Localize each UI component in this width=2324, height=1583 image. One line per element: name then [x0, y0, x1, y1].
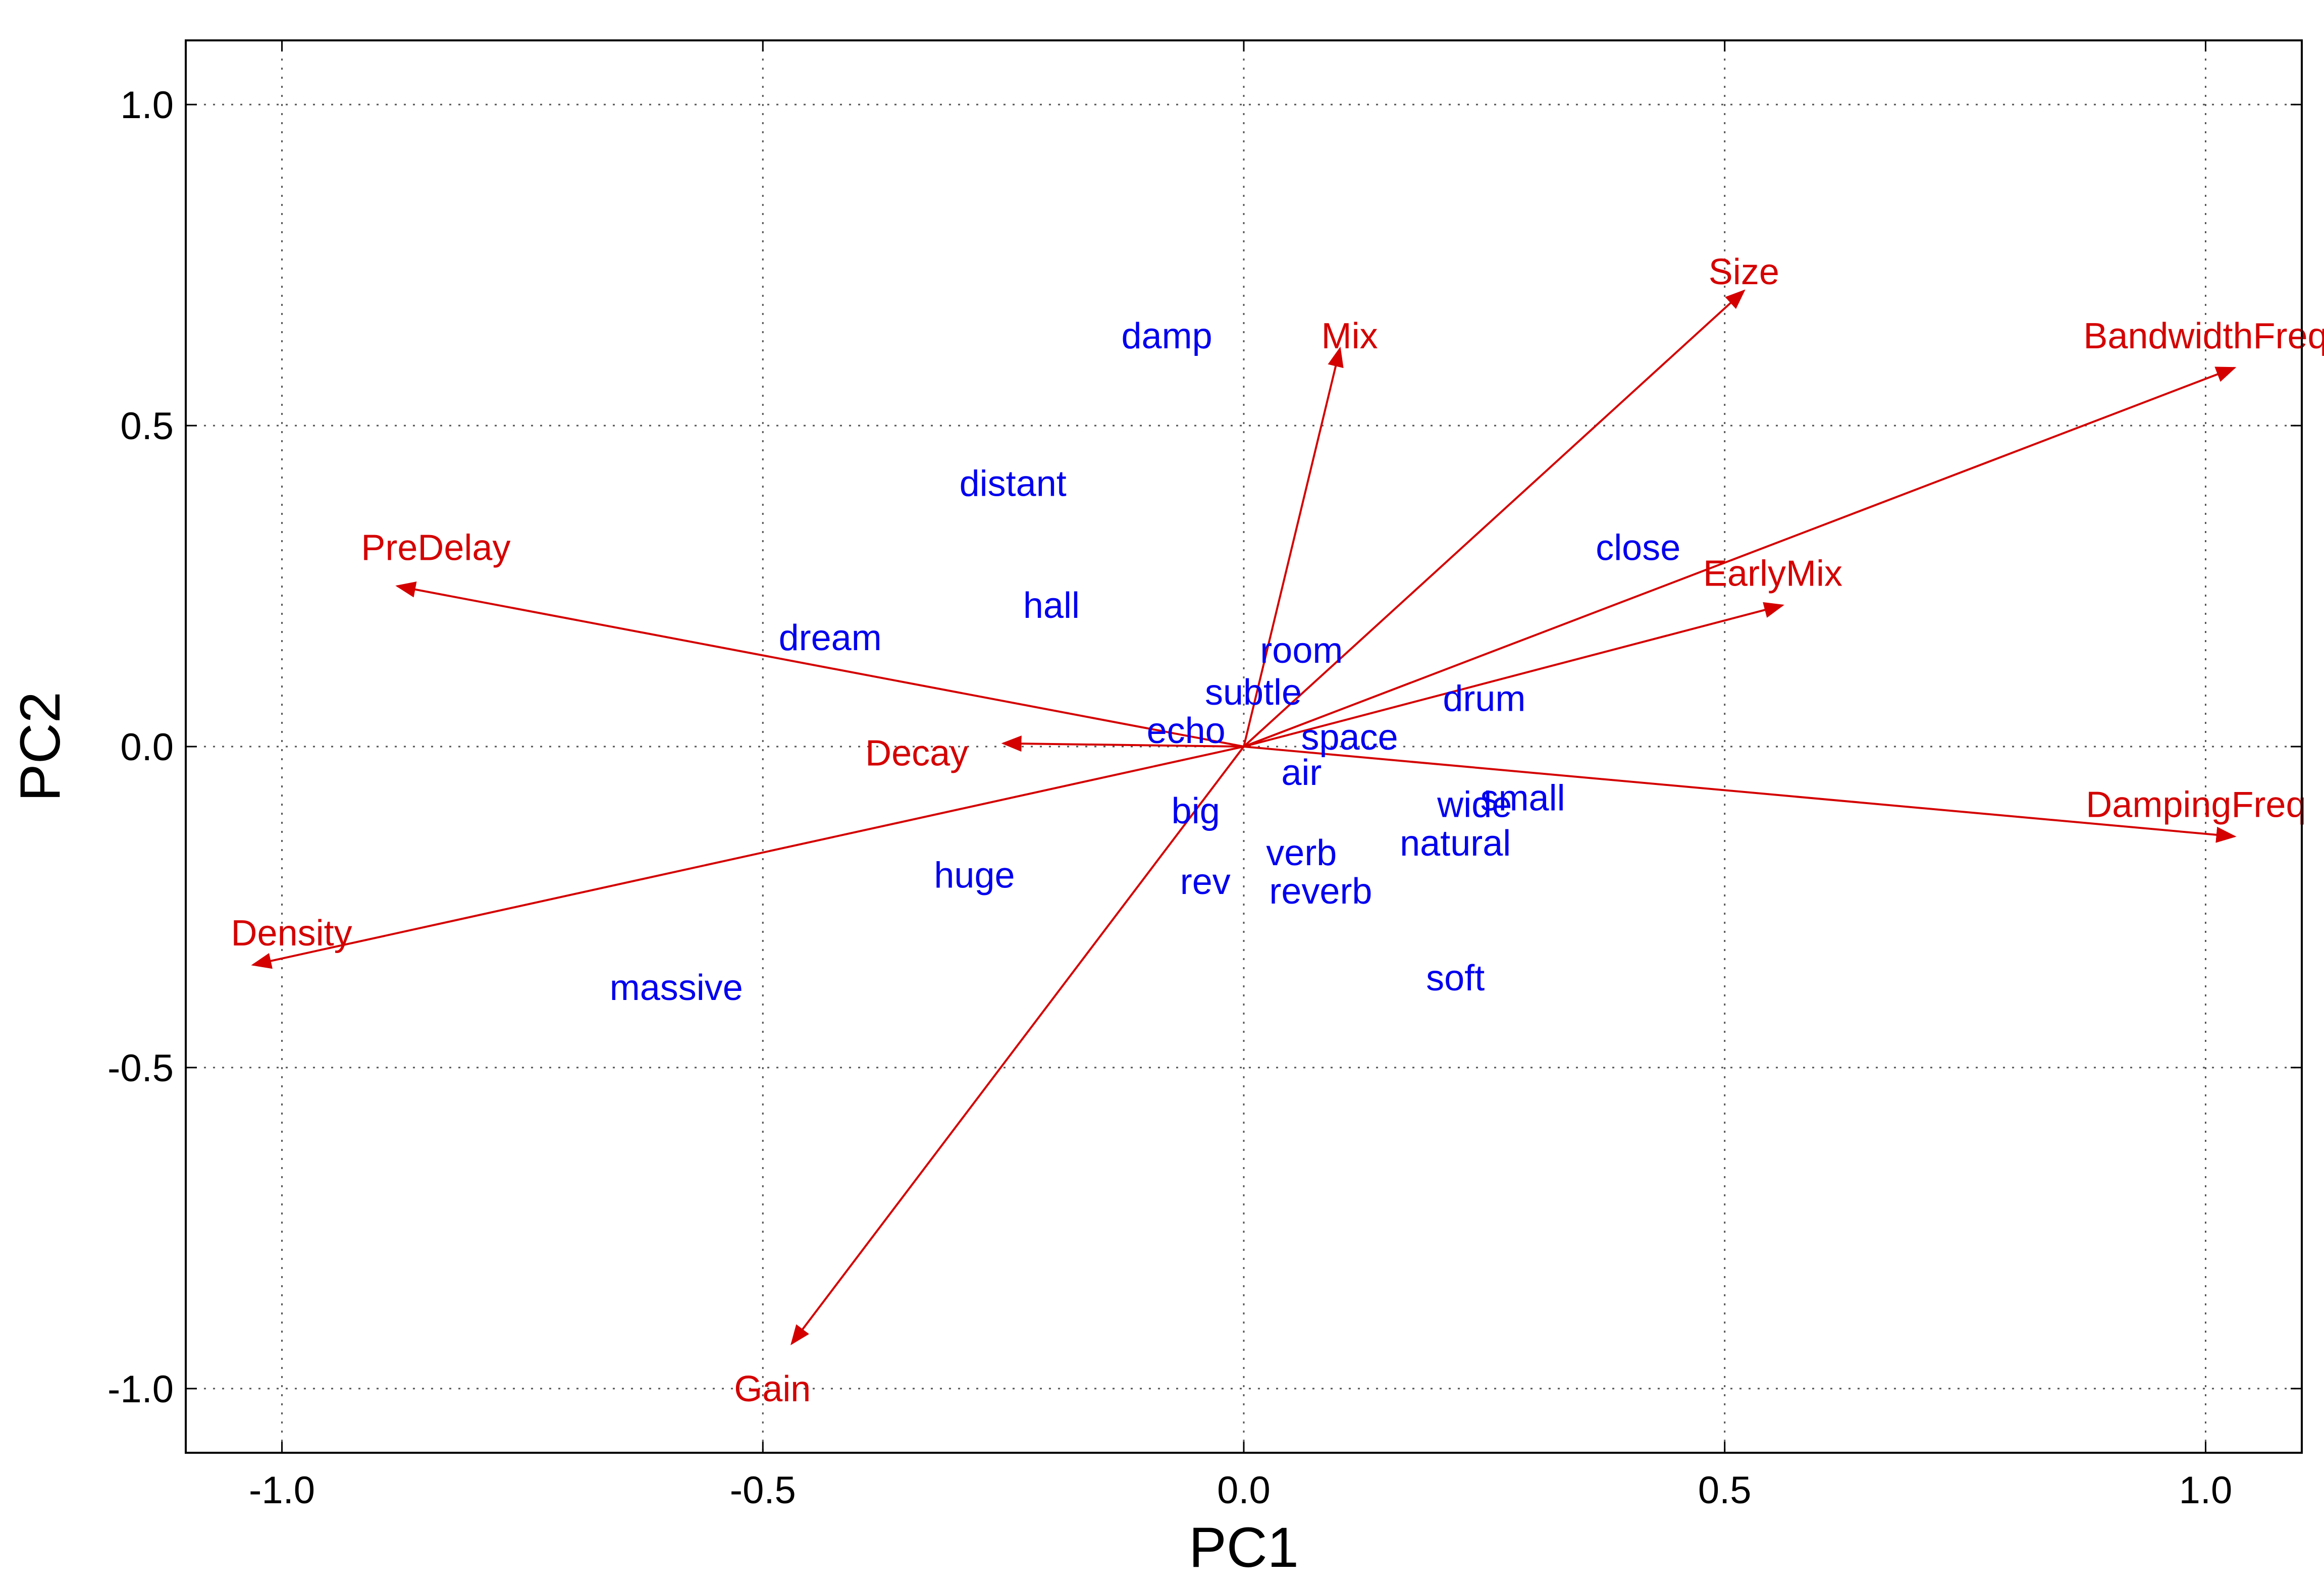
x-axis-label: PC1 — [1189, 1516, 1299, 1579]
axis-ticks — [186, 40, 2302, 1453]
tick-labels: -1.0 -0.5 0.0 0.5 1.0 1.0 0.5 0.0 -0.5 -1.0 — [108, 84, 2232, 1512]
word-label-natural: natural — [1400, 823, 1511, 864]
loading-label-bandwidthfreq: BandwidthFreq — [2083, 316, 2324, 356]
y-tick-label: -0.5 — [108, 1047, 174, 1090]
word-label-damp: damp — [1122, 316, 1212, 356]
loading-arrow-size — [1243, 289, 1746, 748]
loading-label-size: Size — [1709, 252, 1779, 292]
y-tick-label: 0.0 — [120, 726, 174, 769]
loading-arrow-density — [251, 746, 1244, 969]
loading-label-predelay: PreDelay — [361, 528, 510, 568]
loading-arrow-bandwidthfreq — [1243, 366, 2237, 748]
y-tick-label: 1.0 — [120, 84, 174, 127]
x-tick-label: 0.0 — [1217, 1469, 1271, 1512]
loading-arrow-dampingfreq — [1243, 746, 2237, 843]
loading-arrow-mix — [1243, 346, 1344, 747]
word-label-distant: distant — [960, 464, 1067, 504]
loading-label-density: Density — [231, 913, 352, 954]
word-label-huge: huge — [934, 855, 1015, 895]
loading-arrow-predelay — [395, 582, 1244, 748]
word-label-small: small — [1481, 778, 1565, 819]
word-label-verb: verb — [1266, 833, 1337, 873]
x-tick-label: -0.5 — [730, 1469, 796, 1512]
word-label-big: big — [1172, 791, 1220, 831]
word-label-space: space — [1301, 717, 1398, 758]
word-label-soft: soft — [1426, 958, 1485, 998]
loading-label-decay: Decay — [865, 733, 968, 774]
word-label-massive: massive — [610, 968, 743, 1008]
loading-arrow-decay — [1001, 735, 1244, 752]
x-tick-label: 0.5 — [1698, 1469, 1752, 1512]
word-label-rev: rev — [1180, 862, 1231, 902]
word-label-subtle: subtle — [1205, 672, 1302, 713]
word-label-dream: dream — [779, 618, 882, 658]
word-label-reverb: reverb — [1269, 871, 1372, 912]
word-label-close: close — [1596, 528, 1680, 568]
loading-label-earlymix: EarlyMix — [1703, 554, 1842, 594]
loading-label-gain: Gain — [734, 1369, 811, 1409]
word-label-hall: hall — [1023, 586, 1080, 626]
x-tick-label: -1.0 — [249, 1469, 315, 1512]
y-tick-label: -1.0 — [108, 1368, 174, 1411]
y-tick-label: 0.5 — [120, 405, 174, 448]
x-tick-label: 1.0 — [2179, 1469, 2233, 1512]
loading-arrow-earlymix — [1243, 602, 1784, 748]
word-label-wide: wide — [1437, 784, 1512, 825]
word-label-room: room — [1260, 630, 1343, 671]
word-label-echo: echo — [1147, 711, 1226, 751]
loading-label-mix: Mix — [1322, 316, 1378, 356]
word-label-air: air — [1281, 753, 1322, 793]
loading-arrow-gain — [790, 746, 1245, 1345]
loading-label-dampingfreq: DampingFreq — [2086, 784, 2306, 825]
plot-frame — [185, 39, 2303, 1454]
word-label-drum: drum — [1443, 679, 1525, 719]
grid-lines — [186, 40, 2302, 1453]
y-axis-label: PC2 — [9, 692, 72, 802]
loading-arrows: Mix Size BandwidthFreq EarlyMix PreDelay Deca… — [231, 252, 2324, 1409]
